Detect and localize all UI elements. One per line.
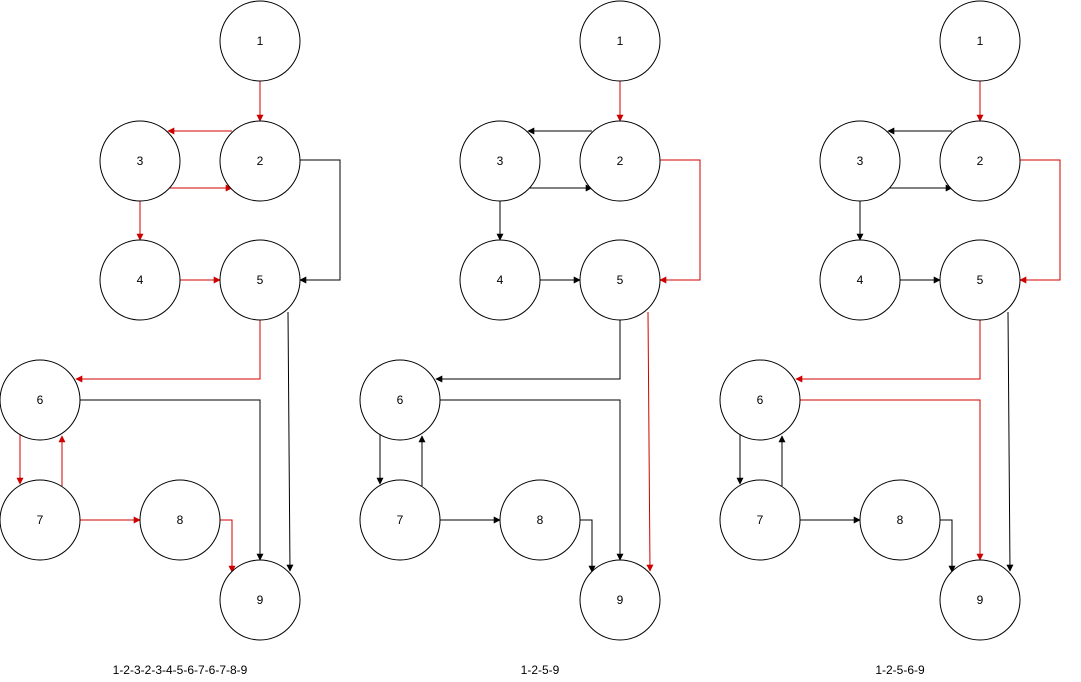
node-label-4: 4 — [497, 273, 504, 287]
path-caption: 1-2-3-2-3-4-5-6-7-6-7-8-9 — [113, 663, 248, 677]
node-4 — [459, 239, 541, 321]
node-label-6: 6 — [757, 393, 764, 407]
node-label-5: 5 — [977, 273, 984, 287]
node-label-1: 1 — [977, 34, 984, 48]
edge-5-6 — [435, 320, 621, 383]
node-1 — [939, 0, 1021, 82]
node-4 — [99, 239, 181, 321]
node-label-8: 8 — [537, 513, 544, 527]
edge-8-9 — [940, 519, 956, 573]
node-label-6: 6 — [37, 393, 44, 407]
edge-2-5 — [659, 159, 701, 284]
node-9 — [219, 559, 301, 641]
node-4 — [819, 239, 901, 321]
edge-5-6 — [795, 320, 981, 383]
path-caption: 1-2-5-6-9 — [875, 663, 925, 677]
node-8 — [859, 479, 941, 561]
edge-8-9 — [580, 519, 596, 573]
node-3 — [99, 120, 181, 202]
edge-8-9 — [220, 519, 236, 573]
edge-6-9 — [80, 399, 264, 561]
node-6 — [359, 359, 441, 441]
node-label-3: 3 — [497, 154, 504, 168]
node-6 — [0, 359, 81, 441]
node-2 — [219, 120, 301, 202]
node-2 — [939, 120, 1021, 202]
node-label-8: 8 — [177, 513, 184, 527]
node-label-4: 4 — [857, 273, 864, 287]
path-caption: 1-2-5-9 — [521, 663, 560, 677]
node-3 — [459, 120, 541, 202]
node-label-4: 4 — [137, 273, 144, 287]
node-label-7: 7 — [37, 513, 44, 527]
edge-5-9 — [286, 311, 294, 572]
node-1 — [219, 0, 301, 82]
graph-1: 1 2 3 4 5 6 7 8 9 1-2-3-2-3-4-5-6-7-6-7-8-9 — [0, 0, 341, 677]
node-label-3: 3 — [137, 154, 144, 168]
node-label-7: 7 — [397, 513, 404, 527]
edge-2-5 — [1019, 159, 1061, 284]
node-7 — [0, 479, 81, 561]
node-6 — [719, 359, 801, 441]
edge-5-9 — [646, 311, 654, 572]
edge-2-5 — [299, 159, 341, 284]
graph-2: 1 2 3 4 5 6 7 8 9 1-2-5-9 — [359, 0, 701, 677]
node-2 — [579, 120, 661, 202]
node-label-9: 9 — [617, 593, 624, 607]
node-label-6: 6 — [397, 393, 404, 407]
node-1 — [579, 0, 661, 82]
node-label-2: 2 — [617, 154, 624, 168]
node-label-1: 1 — [617, 34, 624, 48]
node-label-5: 5 — [617, 273, 624, 287]
edge-5-9 — [1006, 311, 1014, 572]
edge-5-6 — [75, 320, 261, 383]
node-label-9: 9 — [257, 593, 264, 607]
node-5 — [219, 239, 301, 321]
node-7 — [359, 479, 441, 561]
node-7 — [719, 479, 801, 561]
graph-3: 1 2 3 4 5 6 7 8 9 1-2-5-6-9 — [719, 0, 1061, 677]
node-label-7: 7 — [757, 513, 764, 527]
node-9 — [579, 559, 661, 641]
node-8 — [499, 479, 581, 561]
node-5 — [939, 239, 1021, 321]
edge-6-9 — [800, 399, 984, 561]
node-3 — [819, 120, 901, 202]
node-label-8: 8 — [897, 513, 904, 527]
node-label-1: 1 — [257, 34, 264, 48]
node-5 — [579, 239, 661, 321]
node-label-2: 2 — [977, 154, 984, 168]
node-label-5: 5 — [257, 273, 264, 287]
node-9 — [939, 559, 1021, 641]
edge-6-9 — [440, 399, 624, 561]
node-label-3: 3 — [857, 154, 864, 168]
node-8 — [139, 479, 221, 561]
node-label-9: 9 — [977, 593, 984, 607]
node-label-2: 2 — [257, 154, 264, 168]
